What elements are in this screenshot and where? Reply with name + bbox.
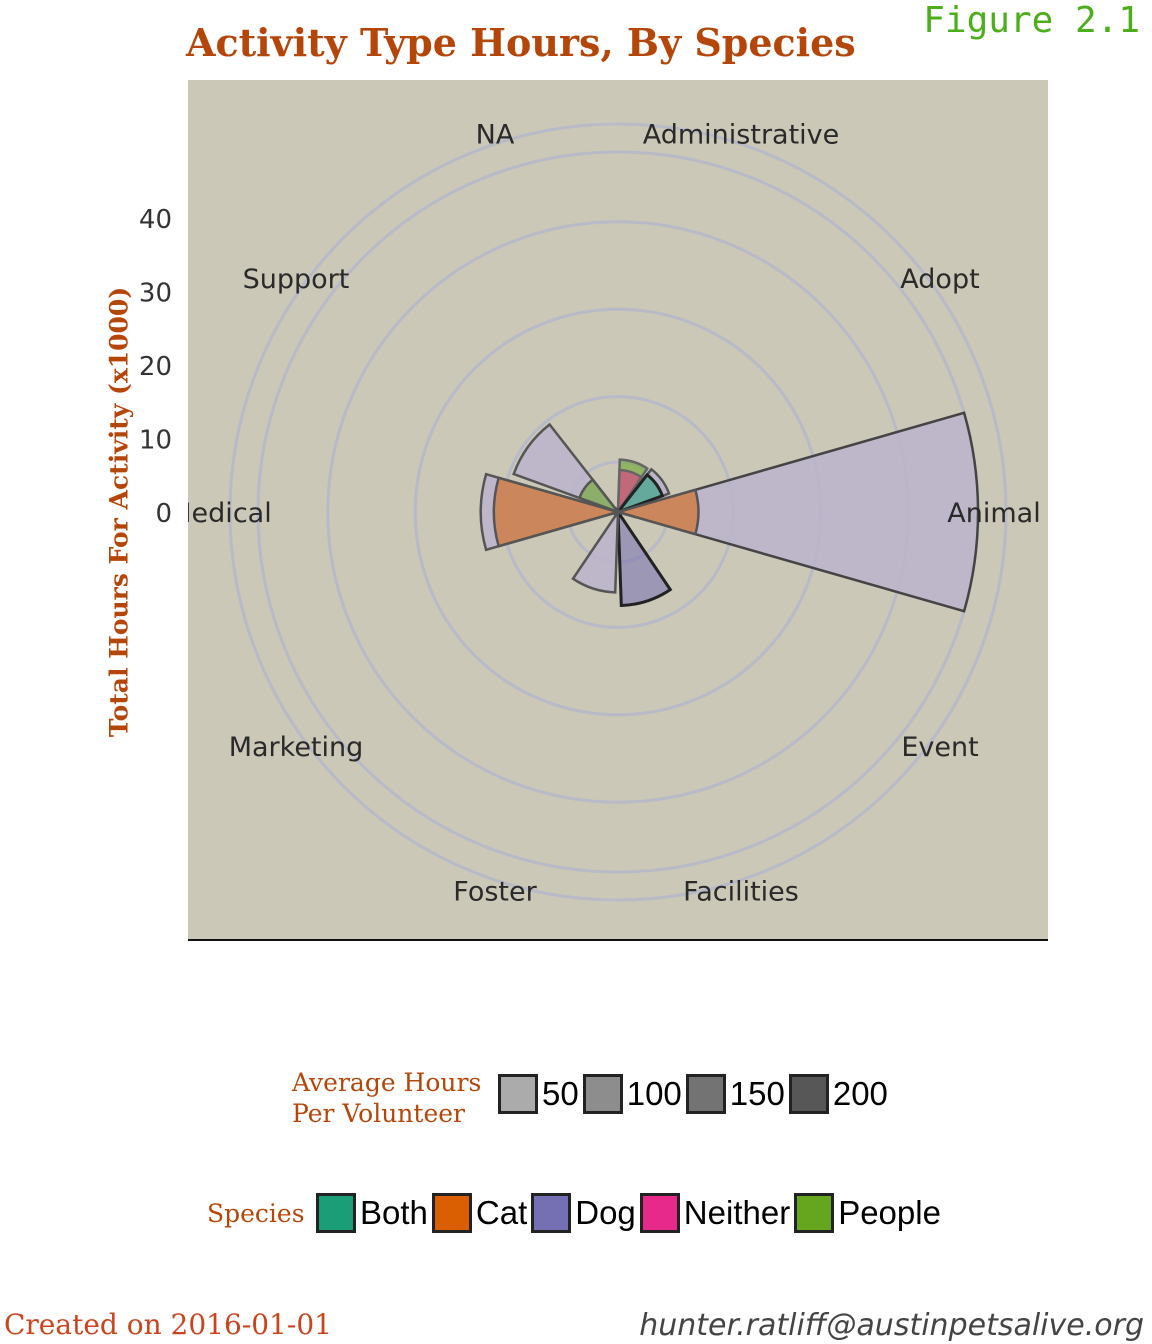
size-legend-item-swatch bbox=[498, 1074, 538, 1114]
radial-tick-label: 30 bbox=[139, 279, 172, 309]
category-label-administrative: Administrative bbox=[643, 120, 840, 151]
category-label-adopt: Adopt bbox=[900, 264, 979, 295]
species-legend-item-swatch bbox=[531, 1193, 572, 1233]
size-legend-item-swatch bbox=[582, 1074, 623, 1114]
category-label-na: NA bbox=[476, 120, 515, 151]
size-legend-item-label: 100 bbox=[626, 1075, 682, 1112]
chart-title: Activity Type Hours, By Species bbox=[186, 20, 856, 65]
size-legend-item-swatch bbox=[788, 1074, 829, 1114]
size-legend-item-label: 150 bbox=[729, 1075, 785, 1112]
size-legend-item-50: 50 bbox=[498, 1074, 579, 1114]
category-label-foster: Foster bbox=[453, 877, 537, 908]
category-label-facilities: Facilities bbox=[683, 877, 799, 908]
species-legend-item-label: Cat bbox=[475, 1194, 528, 1231]
species-legend-item-label: Both bbox=[360, 1194, 428, 1231]
author-email: hunter.ratliff@austinpetsalive.org bbox=[639, 1308, 1144, 1343]
bar-medical-cat bbox=[492, 476, 623, 548]
radial-tick-label: 40 bbox=[139, 205, 172, 235]
bar-foster-gray bbox=[571, 507, 620, 594]
species-legend-title: Species bbox=[207, 1199, 305, 1228]
size-legend-item-swatch bbox=[685, 1074, 726, 1114]
size-legend-item-100: 100 bbox=[582, 1074, 682, 1114]
bar-adopt-both bbox=[613, 472, 665, 516]
species-legend-item-both: Both bbox=[316, 1193, 428, 1233]
species-legend-item-swatch bbox=[794, 1193, 835, 1233]
species-legend-item-neither: Neither bbox=[639, 1193, 791, 1233]
size-legend-item-label: 200 bbox=[832, 1075, 888, 1112]
bar-animal-care-cat bbox=[613, 488, 700, 536]
grid-circle-outer bbox=[228, 122, 1008, 902]
species-legend-item-dog: Dog bbox=[531, 1193, 636, 1233]
species-legend: Both Cat Dog Neither People bbox=[316, 1193, 945, 1233]
category-label-marketing: Marketing bbox=[229, 732, 364, 763]
category-label-medical: Medical bbox=[168, 498, 271, 529]
bar-administrative-neither bbox=[616, 468, 644, 517]
size-legend: 50 100 150 200 bbox=[498, 1074, 892, 1114]
bar-facilities-dog bbox=[616, 506, 673, 608]
species-legend-item-swatch bbox=[431, 1193, 472, 1233]
bar-animal-care-gray bbox=[613, 411, 980, 613]
radial-tick-label: 0 bbox=[155, 499, 172, 529]
species-legend-item-label: People bbox=[838, 1194, 941, 1231]
species-legend-item-cat: Cat bbox=[431, 1193, 528, 1233]
size-legend-title: Average Hours Per Volunteer bbox=[292, 1068, 482, 1128]
category-label-support: Support bbox=[243, 264, 350, 295]
figure-label: Figure 2.1 bbox=[923, 0, 1140, 41]
species-legend-item-people: People bbox=[794, 1193, 941, 1233]
bar-layer bbox=[479, 411, 980, 613]
category-labels: Administrative Adopt Animal Ca Event Facilit… bbox=[168, 120, 1084, 908]
species-legend-item-label: Dog bbox=[575, 1194, 636, 1231]
category-label-animal-care: Animal Ca bbox=[947, 498, 1084, 529]
size-legend-item-150: 150 bbox=[685, 1074, 785, 1114]
radial-tick-label: 20 bbox=[139, 352, 172, 382]
radial-tick-label: 10 bbox=[139, 426, 172, 456]
species-legend-item-swatch bbox=[639, 1193, 680, 1233]
created-date: Created on 2016-01-01 bbox=[4, 1308, 332, 1341]
category-label-event: Event bbox=[901, 732, 978, 763]
species-legend-item-label: Neither bbox=[683, 1194, 791, 1231]
species-legend-item-swatch bbox=[316, 1193, 356, 1233]
bar-support-people bbox=[577, 477, 622, 515]
polar-chart: Administrative Adopt Animal Ca Event Facilit… bbox=[139, 80, 1084, 941]
size-legend-item-label: 50 bbox=[542, 1075, 579, 1112]
size-legend-item-200: 200 bbox=[788, 1074, 888, 1114]
radial-tick-labels: 0 10 20 30 40 bbox=[139, 205, 172, 529]
